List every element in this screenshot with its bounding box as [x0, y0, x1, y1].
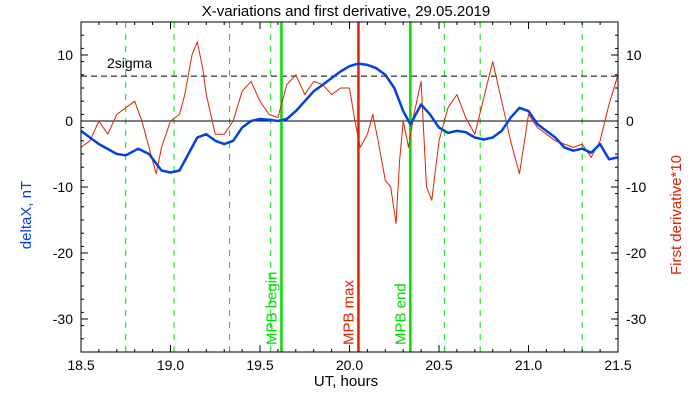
y-tick-label-left: -20 — [53, 245, 73, 261]
x-tick-label: 20.0 — [336, 357, 363, 373]
x-tick-label: 20.5 — [425, 357, 452, 373]
mpb-marker-label: MPB begin — [263, 272, 280, 345]
derivative-series-line — [80, 41, 619, 224]
y-tick-label-left: -30 — [53, 311, 73, 327]
mpb-marker-label: MPB max — [340, 279, 357, 345]
x-tick-label: 21.0 — [515, 357, 542, 373]
y-tick-label-right: 10 — [626, 47, 642, 63]
y-tick-label-left: 10 — [57, 47, 73, 63]
y-tick-label-right: 0 — [626, 113, 634, 129]
x-tick-label: 21.5 — [604, 357, 631, 373]
x-tick-label: 19.5 — [246, 357, 273, 373]
x-tick-label: 19.0 — [157, 357, 184, 373]
y-tick-label-right: -30 — [626, 311, 646, 327]
y-axis-right: -30 -20 -10 0 10 — [611, 21, 646, 353]
y-axis-label-left: deltaX, nT — [18, 181, 35, 249]
x-axis-label: UT, hours — [314, 373, 378, 390]
sigma-threshold-label: 2sigma — [107, 55, 152, 71]
y-axis-left: -30 -20 -10 0 10 — [53, 21, 88, 353]
plot-area: 2sigma MPB begin MPB max MPB end — [80, 22, 619, 352]
deltax-series-line — [80, 62, 619, 174]
y-tick-label-right: -10 — [626, 179, 646, 195]
y-tick-label-left: -10 — [53, 179, 73, 195]
mpb-marker-label: MPB end — [392, 283, 409, 345]
x-axis: 18.5 19.0 19.5 20.0 20.5 21.0 21.5 — [67, 22, 632, 373]
y-tick-label-left: 0 — [65, 113, 73, 129]
y-axis-label-right: First derivative*10 — [668, 155, 685, 275]
x-tick-label: 18.5 — [67, 357, 94, 373]
chart-title: X-variations and first derivative, 29.05… — [202, 3, 491, 20]
y-tick-label-right: -20 — [626, 245, 646, 261]
